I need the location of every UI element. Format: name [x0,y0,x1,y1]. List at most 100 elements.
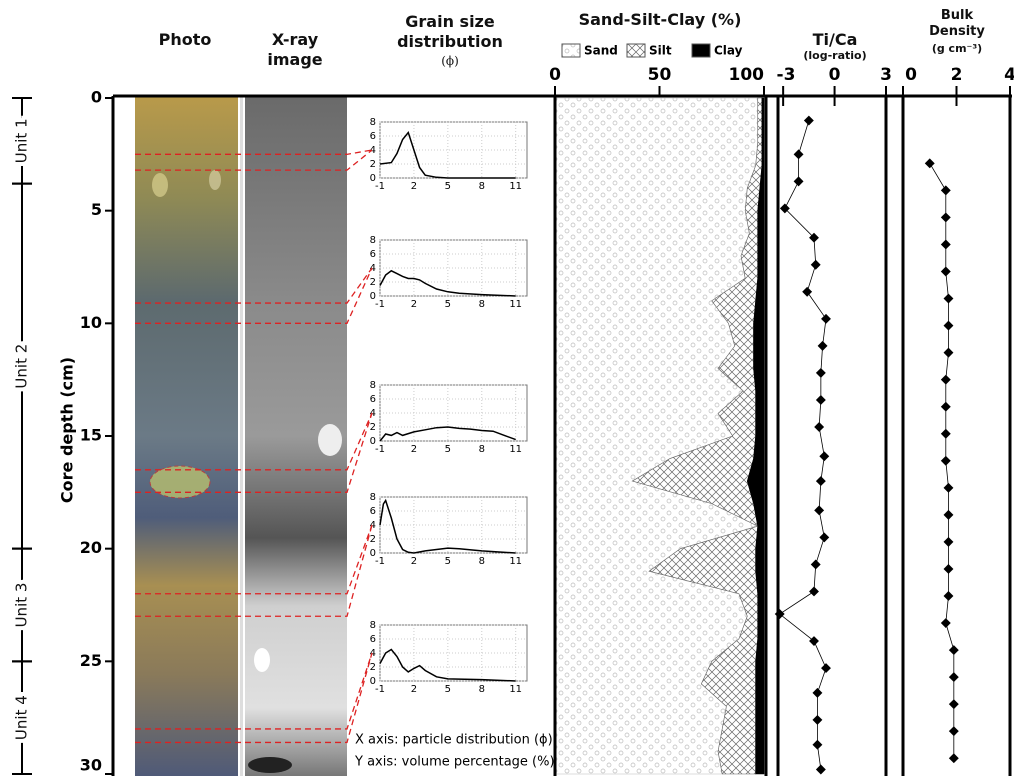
legend-swatch [627,44,645,57]
profile-marker [941,375,951,385]
profile-marker [821,663,831,673]
x-tick-label: 5 [445,556,451,567]
y-tick-label: 8 [370,117,376,128]
profile-marker [941,618,951,628]
y-axis-label: Core depth (cm) [58,357,77,503]
grain-panel [380,497,527,553]
y-tick-label: 6 [370,394,376,405]
x-tick-label: 100 [729,65,765,85]
x-tick-label: 3 [880,65,892,85]
profile-marker [944,321,954,331]
x-tick-label: 5 [445,444,451,455]
y-tick-label: 2 [370,662,376,673]
profile-marker [816,368,826,378]
profile-marker [816,395,826,405]
profile-marker [941,185,951,195]
profile-marker [944,510,954,520]
photo-texture [209,170,221,190]
x-tick-label: 5 [445,684,451,695]
profile-marker [812,715,822,725]
x-tick-label: 11 [509,684,522,695]
profile-marker [949,672,959,682]
x-tick-label: 11 [509,181,522,192]
y-tick-label: 0 [91,88,102,107]
x-tick-label: 4 [1004,65,1014,85]
profile-marker [819,451,829,461]
y-tick-label: 2 [370,159,376,170]
x-tick-label: 50 [648,65,672,85]
x-tick-label: 11 [509,299,522,310]
photo-clast [150,466,210,498]
legend-swatch [562,44,580,57]
profile-marker [821,314,831,324]
axis-note: X axis: particle distribution (ϕ) [355,733,553,748]
profile-marker [941,212,951,222]
profile-marker [941,402,951,412]
grain-panel [380,385,527,441]
y-tick-label: 10 [80,313,102,332]
xray-texture [248,757,292,773]
y-tick-label: 30 [80,756,102,775]
x-tick-label: 0 [829,65,841,85]
figure: 051015202530Core depth (cm)Unit 1Unit 2U… [0,0,1014,776]
unit-label: Unit 3 [13,583,31,628]
profile-marker [804,116,814,126]
unit-label: Unit 4 [13,695,31,740]
x-tick-label: -1 [375,684,385,695]
unit-label: Unit 2 [13,344,31,389]
core-photo [135,96,238,776]
axis-note: Y axis: volume percentage (%) [354,755,555,770]
profile-marker [925,158,935,168]
profile-marker [941,456,951,466]
y-tick-label: 2 [370,534,376,545]
profile-marker [941,429,951,439]
y-tick-label: 2 [370,277,376,288]
y-tick-label: 6 [370,634,376,645]
y-tick-label: 20 [80,538,102,557]
profile-marker [818,341,828,351]
y-tick-label: 15 [80,426,102,445]
y-tick-label: 8 [370,235,376,246]
x-tick-label: 11 [509,556,522,567]
x-tick-label: -1 [375,299,385,310]
x-tick-label: 2 [411,556,417,567]
photo-edge [240,96,243,776]
profile-marker [941,267,951,277]
profile-marker [941,240,951,250]
profile-marker [802,287,812,297]
profile-marker [811,559,821,569]
legend-label: Sand [584,44,618,58]
grain-panel [380,122,527,178]
profile-line [780,121,826,770]
unit-label: Unit 1 [13,118,31,163]
profile-marker [949,699,959,709]
photo-texture [152,173,168,197]
profile-marker [814,422,824,432]
x-tick-label: -1 [375,444,385,455]
xray-texture [318,424,342,456]
profile-marker [814,505,824,515]
profile-marker [819,532,829,542]
x-tick-label: -3 [777,65,796,85]
profile-marker [944,537,954,547]
profile-marker [809,587,819,597]
y-tick-label: 6 [370,249,376,260]
profile-marker [949,753,959,763]
grain-panel [380,625,527,681]
profile-marker [944,348,954,358]
x-tick-label: 11 [509,444,522,455]
legend-label: Silt [649,44,672,58]
profile-marker [812,740,822,750]
x-tick-label: 8 [479,299,485,310]
y-tick-label: 5 [91,200,102,219]
x-tick-label: 2 [951,65,963,85]
profile-marker [794,176,804,186]
y-tick-label: 8 [370,380,376,391]
profile-marker [816,476,826,486]
profile-marker [949,726,959,736]
x-tick-label: 2 [411,181,417,192]
x-tick-label: 5 [445,181,451,192]
y-tick-label: 8 [370,492,376,503]
x-tick-label: -1 [375,556,385,567]
profile-marker [944,294,954,304]
